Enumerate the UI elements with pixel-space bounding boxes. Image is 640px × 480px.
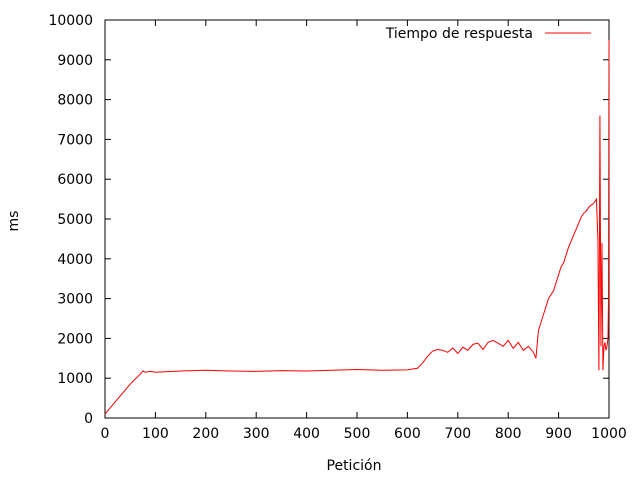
y-tick-label: 4000 <box>57 252 93 268</box>
x-tick-label: 200 <box>192 426 219 442</box>
x-tick-label: 900 <box>545 426 572 442</box>
series-lines <box>104 39 610 415</box>
x-tick-label: 600 <box>394 426 421 442</box>
y-tick-label: 1000 <box>57 371 93 387</box>
x-tick-label: 800 <box>495 426 522 442</box>
plot-frame <box>104 19 610 419</box>
x-axis-label: Petición <box>327 458 382 474</box>
y-tick-label: 9000 <box>57 53 93 69</box>
x-tick-label: 100 <box>142 426 169 442</box>
y-tick-label: 10000 <box>48 13 93 29</box>
y-tick-label: 6000 <box>57 172 93 188</box>
y-axis-label: ms <box>6 211 22 232</box>
y-tick-label: 3000 <box>57 292 93 308</box>
series-line-0 <box>104 39 610 415</box>
x-tick-label: 400 <box>293 426 320 442</box>
y-tick-label: 5000 <box>57 212 93 228</box>
x-tick-label: 700 <box>444 426 471 442</box>
legend-label: Tiempo de respuesta <box>385 26 533 42</box>
y-tick-label: 8000 <box>57 93 93 109</box>
y-tick-label: 7000 <box>57 132 93 148</box>
x-tick-label: 1000 <box>591 426 627 442</box>
legend: Tiempo de respuesta <box>385 26 591 42</box>
x-tick-label: 500 <box>344 426 371 442</box>
y-tick-label: 2000 <box>57 331 93 347</box>
x-tick-labels: 0 100 200 300 400 500 600 700 800 900 1000 <box>101 426 627 442</box>
axis-ticks <box>104 19 610 419</box>
x-tick-label: 0 <box>101 426 110 442</box>
y-tick-labels: 0 1000 2000 3000 4000 5000 6000 7000 8000 9000 100… <box>48 13 93 427</box>
y-tick-label: 0 <box>84 411 93 427</box>
x-tick-label: 300 <box>243 426 270 442</box>
